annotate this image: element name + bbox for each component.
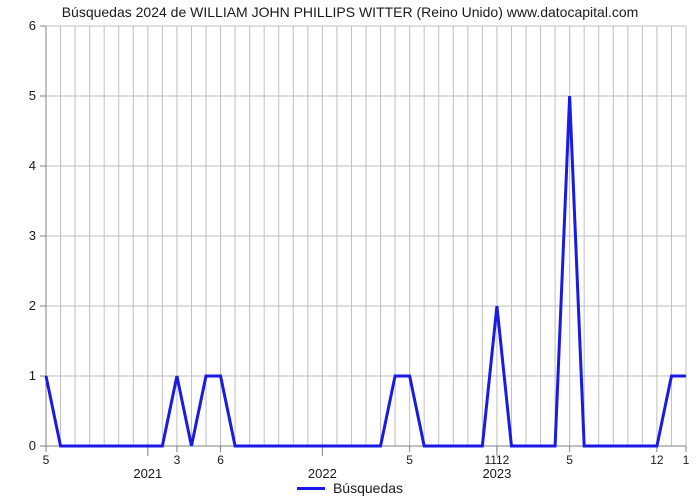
legend-swatch (297, 487, 325, 490)
svg-text:3: 3 (174, 453, 181, 467)
svg-text:6: 6 (29, 18, 36, 33)
svg-text:12: 12 (650, 453, 664, 467)
svg-text:5: 5 (43, 453, 50, 467)
legend: Búsquedas (0, 477, 700, 497)
svg-text:3: 3 (29, 228, 36, 243)
svg-text:5: 5 (406, 453, 413, 467)
line-chart: 0123456536511125121202120222023 (0, 0, 700, 500)
svg-text:5: 5 (29, 88, 36, 103)
svg-text:2: 2 (29, 298, 36, 313)
svg-text:4: 4 (29, 158, 36, 173)
svg-text:0: 0 (29, 438, 36, 453)
svg-text:1: 1 (683, 453, 690, 467)
svg-text:5: 5 (566, 453, 573, 467)
legend-label: Búsquedas (333, 480, 403, 496)
legend-item: Búsquedas (297, 480, 403, 496)
svg-text:6: 6 (217, 453, 224, 467)
svg-text:1: 1 (29, 368, 36, 383)
